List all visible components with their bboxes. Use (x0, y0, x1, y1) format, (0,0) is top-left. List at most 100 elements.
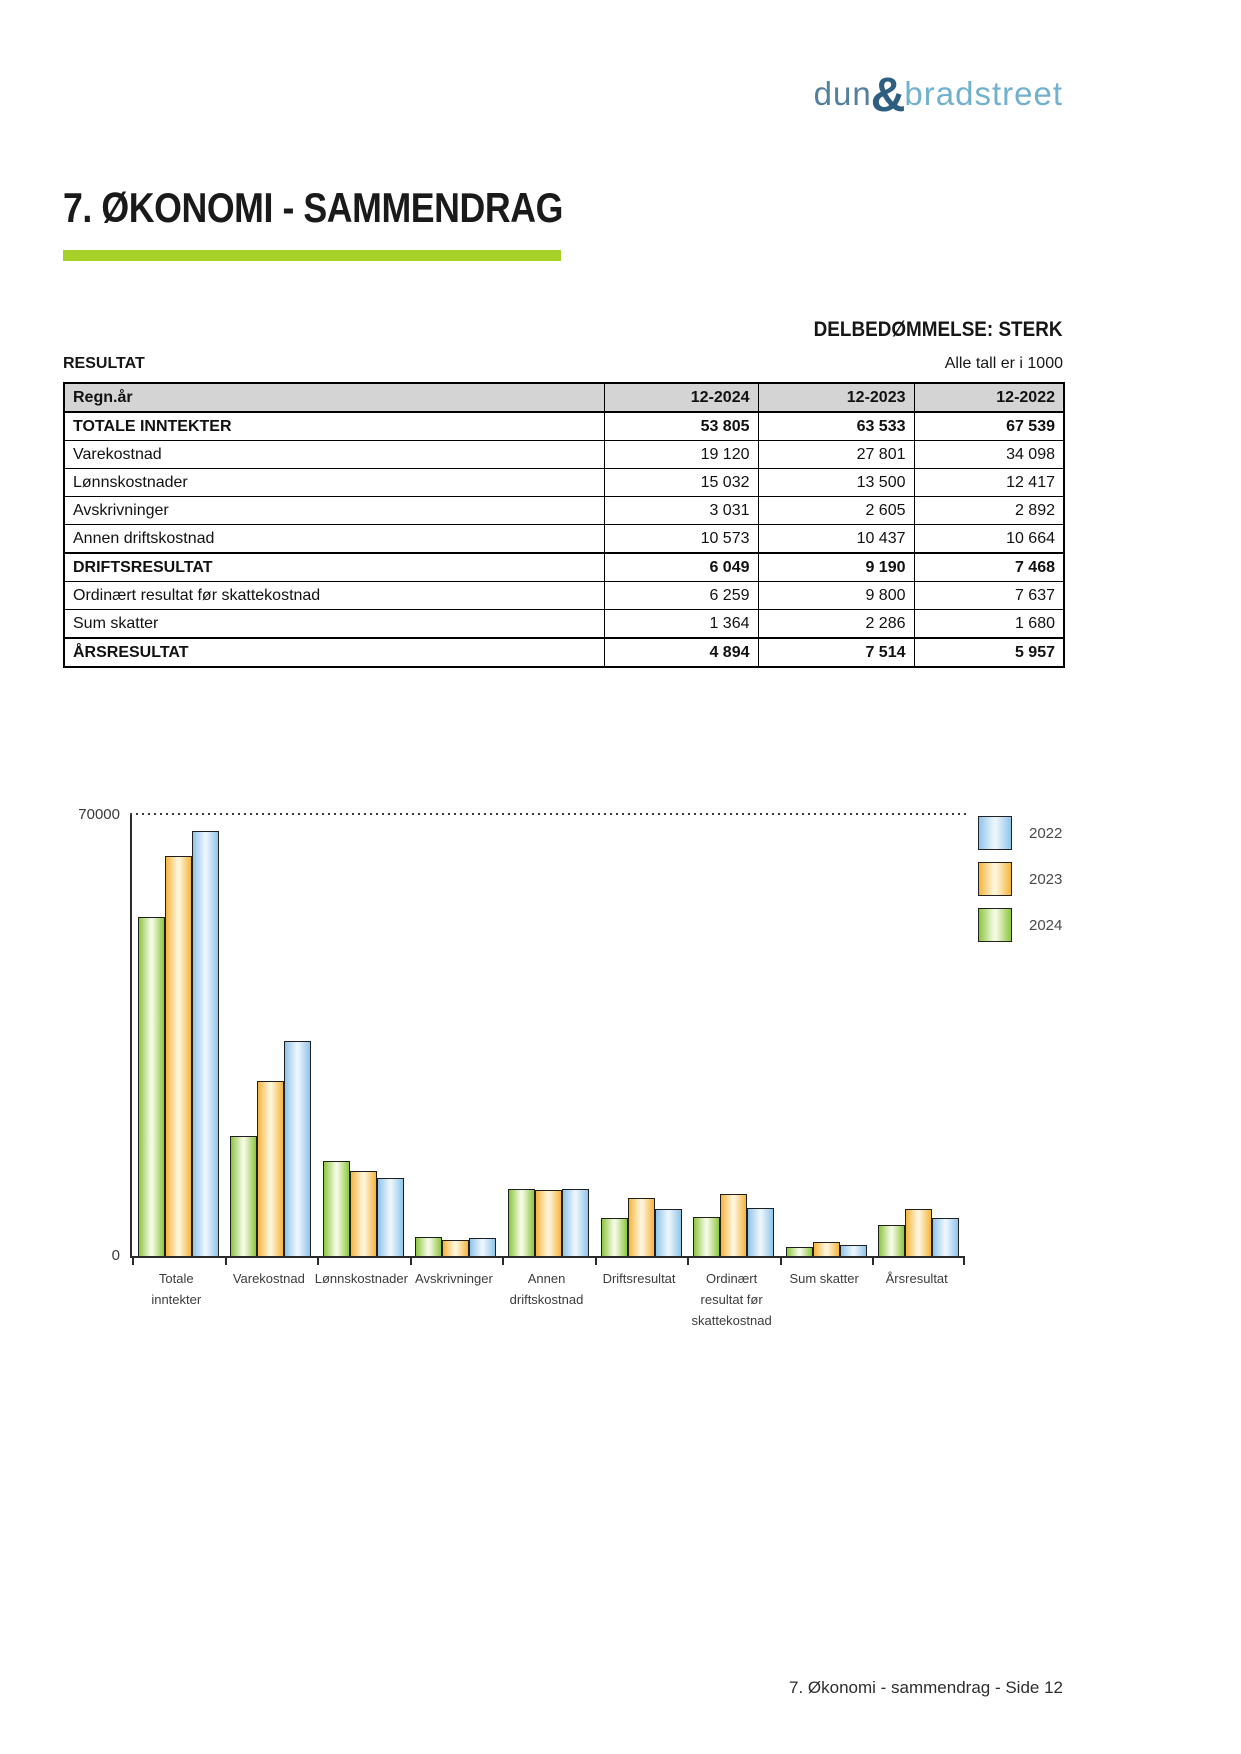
legend-swatch-2022 (978, 816, 1012, 850)
bar-2022 (469, 1238, 497, 1256)
row-value: 4 894 (603, 637, 759, 668)
row-value: 7 637 (913, 581, 1065, 610)
assessment-heading: DELBEDØMMELSE: STERK (63, 318, 1063, 342)
table-row: Ordinært resultat før skattekostnad 6 259… (63, 581, 1065, 610)
bar-2022 (747, 1208, 775, 1256)
bar-2024 (693, 1217, 721, 1256)
table-row: Lønnskostnader 15 032 13 500 12 417 (63, 468, 1065, 497)
row-value: 6 259 (603, 581, 759, 610)
row-value: 9 800 (757, 581, 915, 610)
x-axis-tick (317, 1258, 319, 1265)
x-axis-tick (780, 1258, 782, 1265)
x-axis-tick (225, 1258, 227, 1265)
legend-item-2023: 2023 (978, 862, 1062, 896)
table-row: Avskrivninger 3 031 2 605 2 892 (63, 496, 1065, 525)
table-row: Varekostnad 19 120 27 801 34 098 (63, 440, 1065, 469)
chart-legend: 2022 2023 2024 (978, 816, 1062, 954)
x-axis-tick (502, 1258, 504, 1265)
x-axis-label: Sum skatter (789, 1271, 859, 1286)
bar-2023 (627, 1198, 655, 1256)
legend-label: 2022 (1029, 824, 1063, 842)
gridline-70000 (130, 813, 967, 815)
bar-2022 (932, 1218, 960, 1256)
bar-group-6 (595, 1198, 688, 1256)
section-label: RESULTAT (63, 355, 145, 372)
bar-group-1 (132, 831, 225, 1256)
table-row: ÅRSRESULTAT 4 894 7 514 5 957 (63, 637, 1065, 668)
legend-item-2024: 2024 (978, 908, 1062, 942)
column-header: 12-2023 (757, 382, 915, 413)
row-label: ÅRSRESULTAT (63, 637, 605, 668)
legend-swatch-2024 (978, 908, 1012, 942)
row-label: Lønnskostnader (63, 468, 605, 497)
bar-2023 (442, 1240, 470, 1256)
column-header: Regn.år (63, 382, 605, 413)
x-axis-tick (410, 1258, 412, 1265)
legend-label: 2024 (1029, 916, 1063, 934)
bar-2024 (230, 1136, 258, 1256)
legend-swatch-2023 (978, 862, 1012, 896)
row-value: 67 539 (913, 411, 1065, 441)
row-value: 10 573 (603, 524, 759, 554)
x-axis-label: Varekostnad (232, 1271, 305, 1286)
x-axis-tick (872, 1258, 874, 1265)
table-header-row: Regn.år 12-2024 12-2023 12-2022 (63, 382, 1065, 413)
row-value: 34 098 (913, 440, 1065, 469)
bar-group-5 (502, 1189, 595, 1256)
row-value: 2 605 (757, 496, 915, 525)
row-label: Ordinært resultat før skattekostnad (63, 581, 605, 610)
table-caption-row: RESULTAT Alle tall er i 1000 (63, 355, 1063, 373)
bar-group-9 (872, 1209, 965, 1256)
x-axis-label: Lønnskostnader (314, 1271, 408, 1286)
row-value: 7 514 (757, 637, 915, 668)
bar-2023 (349, 1171, 377, 1256)
bar-2023 (812, 1242, 840, 1256)
table-row: DRIFTSRESULTAT 6 049 9 190 7 468 (63, 552, 1065, 582)
row-label: Sum skatter (63, 609, 605, 639)
bar-2022 (654, 1209, 682, 1256)
x-axis-label: Annen driftskostnad (509, 1271, 584, 1307)
bar-2023 (257, 1081, 285, 1256)
x-axis-label: Avskrivninger (415, 1271, 493, 1286)
bar-2024 (878, 1225, 906, 1256)
row-value: 53 805 (603, 411, 759, 441)
logo-ampersand-icon: & (870, 69, 906, 122)
row-label: Annen driftskostnad (63, 524, 605, 554)
x-axis-label: Ordinært resultat før skattekostnad (691, 1271, 772, 1328)
row-value: 13 500 (757, 468, 915, 497)
row-value: 9 190 (757, 552, 915, 582)
row-value: 7 468 (913, 552, 1065, 582)
x-axis-label: Driftsresultat (602, 1271, 676, 1286)
chart-plot-area (130, 813, 967, 1265)
logo-text-bradstreet: bradstreet (904, 75, 1063, 112)
x-axis-tick (132, 1258, 134, 1265)
y-axis-tick-label-zero: 0 (111, 1247, 120, 1264)
x-axis-label: Årsresultat (885, 1271, 948, 1286)
units-note: Alle tall er i 1000 (944, 355, 1063, 372)
row-value: 19 120 (603, 440, 759, 469)
dnb-logo: dun&bradstreet (63, 68, 1063, 123)
bar-group-7 (687, 1194, 780, 1256)
row-label: Varekostnad (63, 440, 605, 469)
title-underline-bar (63, 250, 561, 261)
bar-2024 (415, 1237, 443, 1256)
bar-2022 (284, 1041, 312, 1256)
x-axis-tick (595, 1258, 597, 1265)
logo-text-dun: dun (813, 75, 872, 112)
row-value: 63 533 (757, 411, 915, 441)
bar-group-2 (225, 1041, 318, 1256)
row-value: 12 417 (913, 468, 1065, 497)
bar-2024 (322, 1161, 350, 1256)
row-value: 3 031 (603, 496, 759, 525)
legend-label: 2023 (1029, 870, 1063, 888)
x-axis-tick (963, 1258, 965, 1265)
bar-2022 (561, 1189, 589, 1256)
row-value: 1 680 (913, 609, 1065, 639)
row-value: 15 032 (603, 468, 759, 497)
y-axis-tick-label-max: 70000 (78, 806, 120, 823)
column-header: 12-2022 (913, 382, 1065, 413)
bar-2022 (191, 831, 219, 1256)
x-axis-tick (687, 1258, 689, 1265)
row-value: 10 664 (913, 524, 1065, 554)
